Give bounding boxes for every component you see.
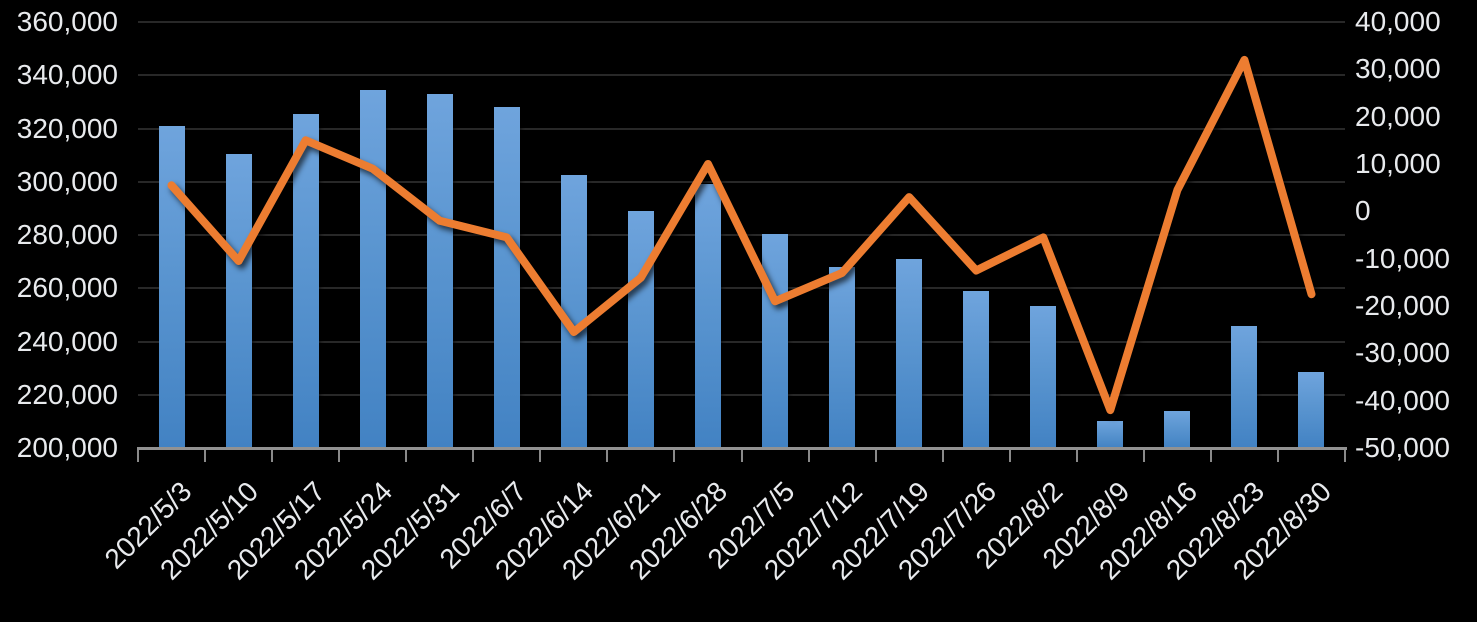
x-axis-tick [405, 450, 408, 462]
x-axis-tick [1142, 450, 1145, 462]
x-axis-tick [137, 450, 139, 462]
y-axis-label-right: 20,000 [1355, 100, 1441, 132]
y-axis-label-right: 10,000 [1355, 148, 1441, 179]
y-axis-label-right: 30,000 [1355, 53, 1441, 85]
x-axis-tick [874, 450, 877, 462]
bar [1097, 421, 1124, 448]
gridline [138, 74, 1345, 77]
y-axis-label-left: 200,000 [16, 432, 118, 463]
x-axis-tick [941, 450, 944, 462]
x-axis-tick [1075, 450, 1078, 462]
bar [1164, 410, 1191, 448]
bar [896, 258, 923, 448]
bar [560, 175, 587, 448]
x-axis-tick [338, 450, 341, 462]
bar [627, 211, 654, 448]
bar [292, 113, 319, 448]
bar [493, 107, 520, 448]
gridline [138, 127, 1345, 130]
bar [762, 233, 789, 448]
bar [829, 266, 856, 448]
bar [426, 93, 453, 448]
x-axis-tick [740, 450, 743, 462]
gridline [138, 393, 1345, 396]
line-path [167, 55, 1316, 415]
y-axis-label-left: 220,000 [16, 378, 118, 410]
y-axis-label-left: 340,000 [16, 59, 118, 91]
x-axis-tick [807, 450, 810, 462]
x-axis-line [137, 447, 1347, 450]
y-axis-label-right: -30,000 [1355, 337, 1450, 369]
x-axis-tick [1008, 450, 1011, 462]
x-axis-tick [1276, 450, 1279, 462]
y-axis-label-right: 40,000 [1355, 6, 1441, 37]
y-axis-label-left: 240,000 [16, 325, 118, 357]
y-axis-label-right: -20,000 [1355, 290, 1450, 321]
gridline [138, 287, 1345, 290]
x-axis-tick [271, 450, 274, 462]
bar [359, 89, 386, 448]
bar [1030, 305, 1057, 448]
x-axis-tick [606, 450, 609, 462]
x-axis-tick [204, 450, 207, 462]
gridline [138, 21, 1345, 23]
plot-area [138, 21, 1345, 448]
x-axis-tick [673, 450, 676, 462]
y-axis-label-right: -50,000 [1355, 432, 1450, 463]
bar [694, 184, 721, 448]
y-axis-label-left: 260,000 [16, 272, 118, 304]
y-axis-label-right: 0 [1355, 195, 1371, 227]
y-axis-label-left: 280,000 [16, 219, 118, 250]
x-axis-tick [539, 450, 542, 462]
y-axis-label-right: -10,000 [1355, 242, 1450, 274]
x-axis-tick [1209, 450, 1212, 462]
y-axis-label-left: 360,000 [16, 6, 118, 37]
x-axis-tick [1344, 450, 1346, 462]
bar [963, 290, 990, 448]
bar [1298, 372, 1325, 448]
bar [158, 125, 185, 448]
y-axis-label-left: 320,000 [16, 112, 118, 144]
gridline [138, 180, 1345, 183]
y-axis-label-right: -40,000 [1355, 384, 1450, 416]
x-axis-tick [472, 450, 475, 462]
y-axis-label-left: 300,000 [16, 165, 118, 197]
gridline [138, 340, 1345, 343]
bar [225, 153, 252, 448]
line-series [167, 55, 1316, 415]
bar [1231, 325, 1258, 448]
